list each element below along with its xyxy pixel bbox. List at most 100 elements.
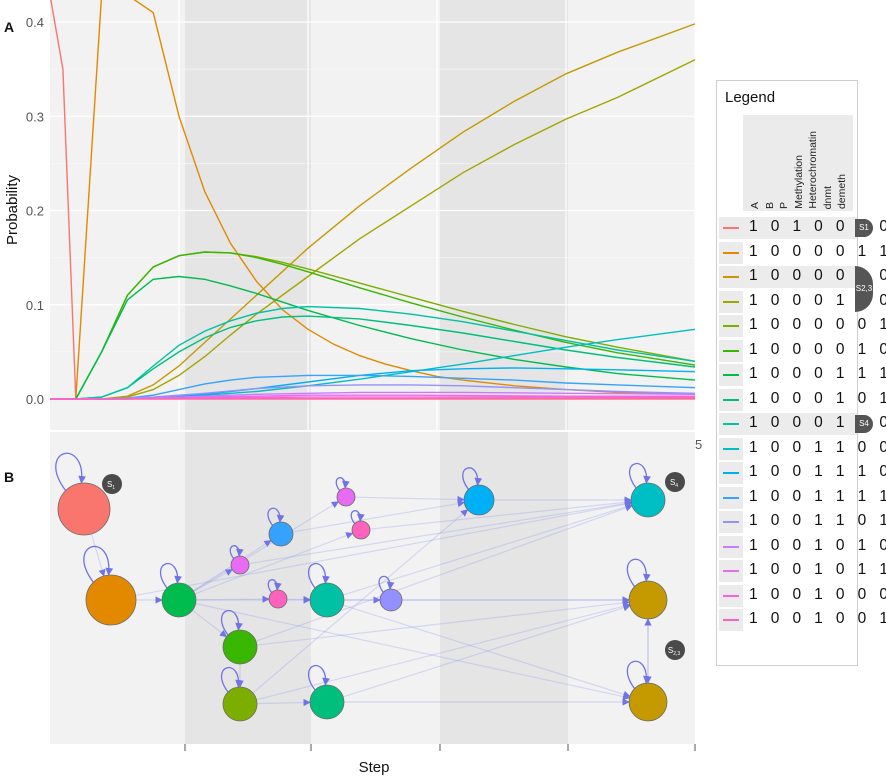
network-edge	[343, 604, 631, 698]
network-edge	[90, 533, 106, 577]
legend-code: 1 0 0 0 0 0 0	[749, 267, 886, 284]
series-line-1001001	[49, 397, 696, 400]
legend-code: 1 0 0 0 0 1 1	[749, 242, 886, 260]
series-line-1001111	[50, 374, 696, 400]
legend-key	[719, 437, 743, 460]
legend-row-highlight	[743, 413, 857, 435]
legend-swatch	[723, 325, 739, 327]
legend-row: 1 0 0 1 1 0 0	[717, 437, 886, 460]
y-tick-label: 0.1	[26, 298, 44, 313]
legend: Legend A B P Methylation Heterochromatin dnmt…	[716, 80, 886, 666]
legend-row: 1 0 1 0 0 0 0	[717, 217, 886, 239]
legend-key	[719, 315, 743, 337]
legend-row-highlight	[743, 217, 857, 239]
legend-key	[719, 511, 743, 533]
state-badge-label: S2,3	[668, 646, 681, 657]
network-edges	[90, 495, 652, 707]
legend-row: 1 0 0 1 1 0 1	[717, 511, 886, 533]
legend-key	[719, 217, 743, 239]
legend-swatch	[723, 227, 739, 229]
series-line-1001101	[50, 384, 696, 400]
legend-swatch	[723, 276, 739, 278]
legend-key	[719, 609, 743, 631]
network-edge	[193, 568, 233, 593]
legend-row: 1 0 0 0 1 1 0	[717, 413, 886, 435]
self-loop-1000010	[221, 610, 243, 636]
self-loop-1000100	[626, 660, 651, 690]
node-1000000	[628, 580, 668, 620]
legend-code: 1 0 0 0 0 1 0	[749, 340, 886, 358]
y-axis-label: Probability	[4, 174, 21, 245]
self-loop-1000110	[308, 563, 330, 589]
panel-a-shaded-band	[185, 0, 311, 430]
self-loop-1000101	[308, 665, 330, 691]
network-edge	[256, 599, 630, 646]
self-loop-1001111	[267, 507, 285, 526]
legend-row-highlight	[743, 266, 857, 288]
self-loop-1000001	[221, 667, 243, 693]
legend-swatch	[723, 398, 739, 401]
network-edge	[192, 609, 228, 638]
state-badges: S1 S2,3 S4	[102, 472, 685, 660]
legend-code: 1 0 0 0 1 1 1	[749, 365, 886, 382]
y-tick-labels: 0.0 0.1 0.2 0.3 0.4	[26, 15, 44, 407]
panel-b-background	[50, 432, 695, 744]
legend-key	[719, 290, 743, 313]
node-1010000	[57, 482, 111, 536]
network-edge	[256, 602, 631, 701]
panel-a-shaded-band	[440, 0, 568, 430]
legend-code: 1 0 0 1 0 0 1	[749, 610, 886, 627]
y-tick-label: 0.2	[26, 204, 44, 219]
legend-column-header: Methylation	[792, 155, 805, 209]
legend-header: A B P Methylation Heterochromatin dnmt demeth	[743, 115, 853, 211]
panel-b-shaded-band	[440, 432, 568, 744]
legend-column-header: Heterochromatin	[807, 131, 819, 209]
y-tick-label: 0.4	[26, 15, 44, 30]
x-axis-label: Step	[359, 759, 390, 776]
self-loop-1001001	[350, 510, 365, 525]
legend-row: 1 0 0 1 0 0 1	[717, 609, 886, 631]
legend-row: 1 0 0 0 0 0 0	[717, 266, 886, 288]
legend-key	[719, 462, 743, 484]
node-1000100	[628, 682, 668, 722]
legend-code: 1 0 0 0 1 1 0	[749, 414, 886, 431]
network-edge	[193, 501, 339, 592]
self-loop-1001011	[335, 477, 350, 492]
node-1001001	[351, 520, 371, 540]
legend-row: 1 0 0 1 1 1 0	[717, 462, 886, 484]
network-edge	[343, 604, 631, 698]
legend-row: 1 0 0 0 0 1 1	[717, 241, 886, 264]
state-badge	[102, 474, 122, 494]
legend-swatch	[723, 251, 739, 254]
self-loop-1000111	[160, 563, 182, 589]
legend-swatch	[723, 447, 739, 450]
legend-column-header: dnmt	[821, 185, 834, 209]
legend-row: 1 0 0 0 0 1 0	[717, 339, 886, 362]
legend-key	[719, 339, 743, 362]
legend-key	[719, 413, 743, 435]
state-badge	[665, 472, 685, 492]
node-1000101	[309, 684, 345, 720]
y-tick-label: 0.3	[26, 109, 44, 124]
legend-code: 1 0 0 1 1 0 1	[749, 512, 886, 529]
series-line-1000111	[50, 275, 696, 400]
self-loop-1001100	[629, 463, 651, 489]
node-1000111	[161, 582, 197, 618]
panel-b-label: B	[4, 469, 14, 485]
panel-b-axis-ticks	[184, 744, 696, 751]
self-loop-1000011	[83, 545, 114, 583]
panel-a-background	[50, 0, 695, 430]
node-1001101	[379, 588, 403, 612]
state-badge	[665, 640, 685, 660]
legend-key	[719, 535, 743, 558]
series-line-1000110	[50, 305, 696, 400]
state-badge-label: S4	[670, 478, 678, 489]
legend-row: 1 0 0 0 1 0 1	[717, 388, 886, 411]
node-1001000	[268, 589, 288, 609]
network-nodes	[57, 482, 668, 722]
legend-code: 1 0 0 1 1 1 1	[749, 487, 886, 505]
network-edge	[252, 509, 469, 694]
self-loop-1001000	[267, 579, 282, 594]
legend-row: 1 0 0 0 1 0 0	[717, 290, 886, 313]
legend-state-badge: S4	[855, 415, 873, 433]
